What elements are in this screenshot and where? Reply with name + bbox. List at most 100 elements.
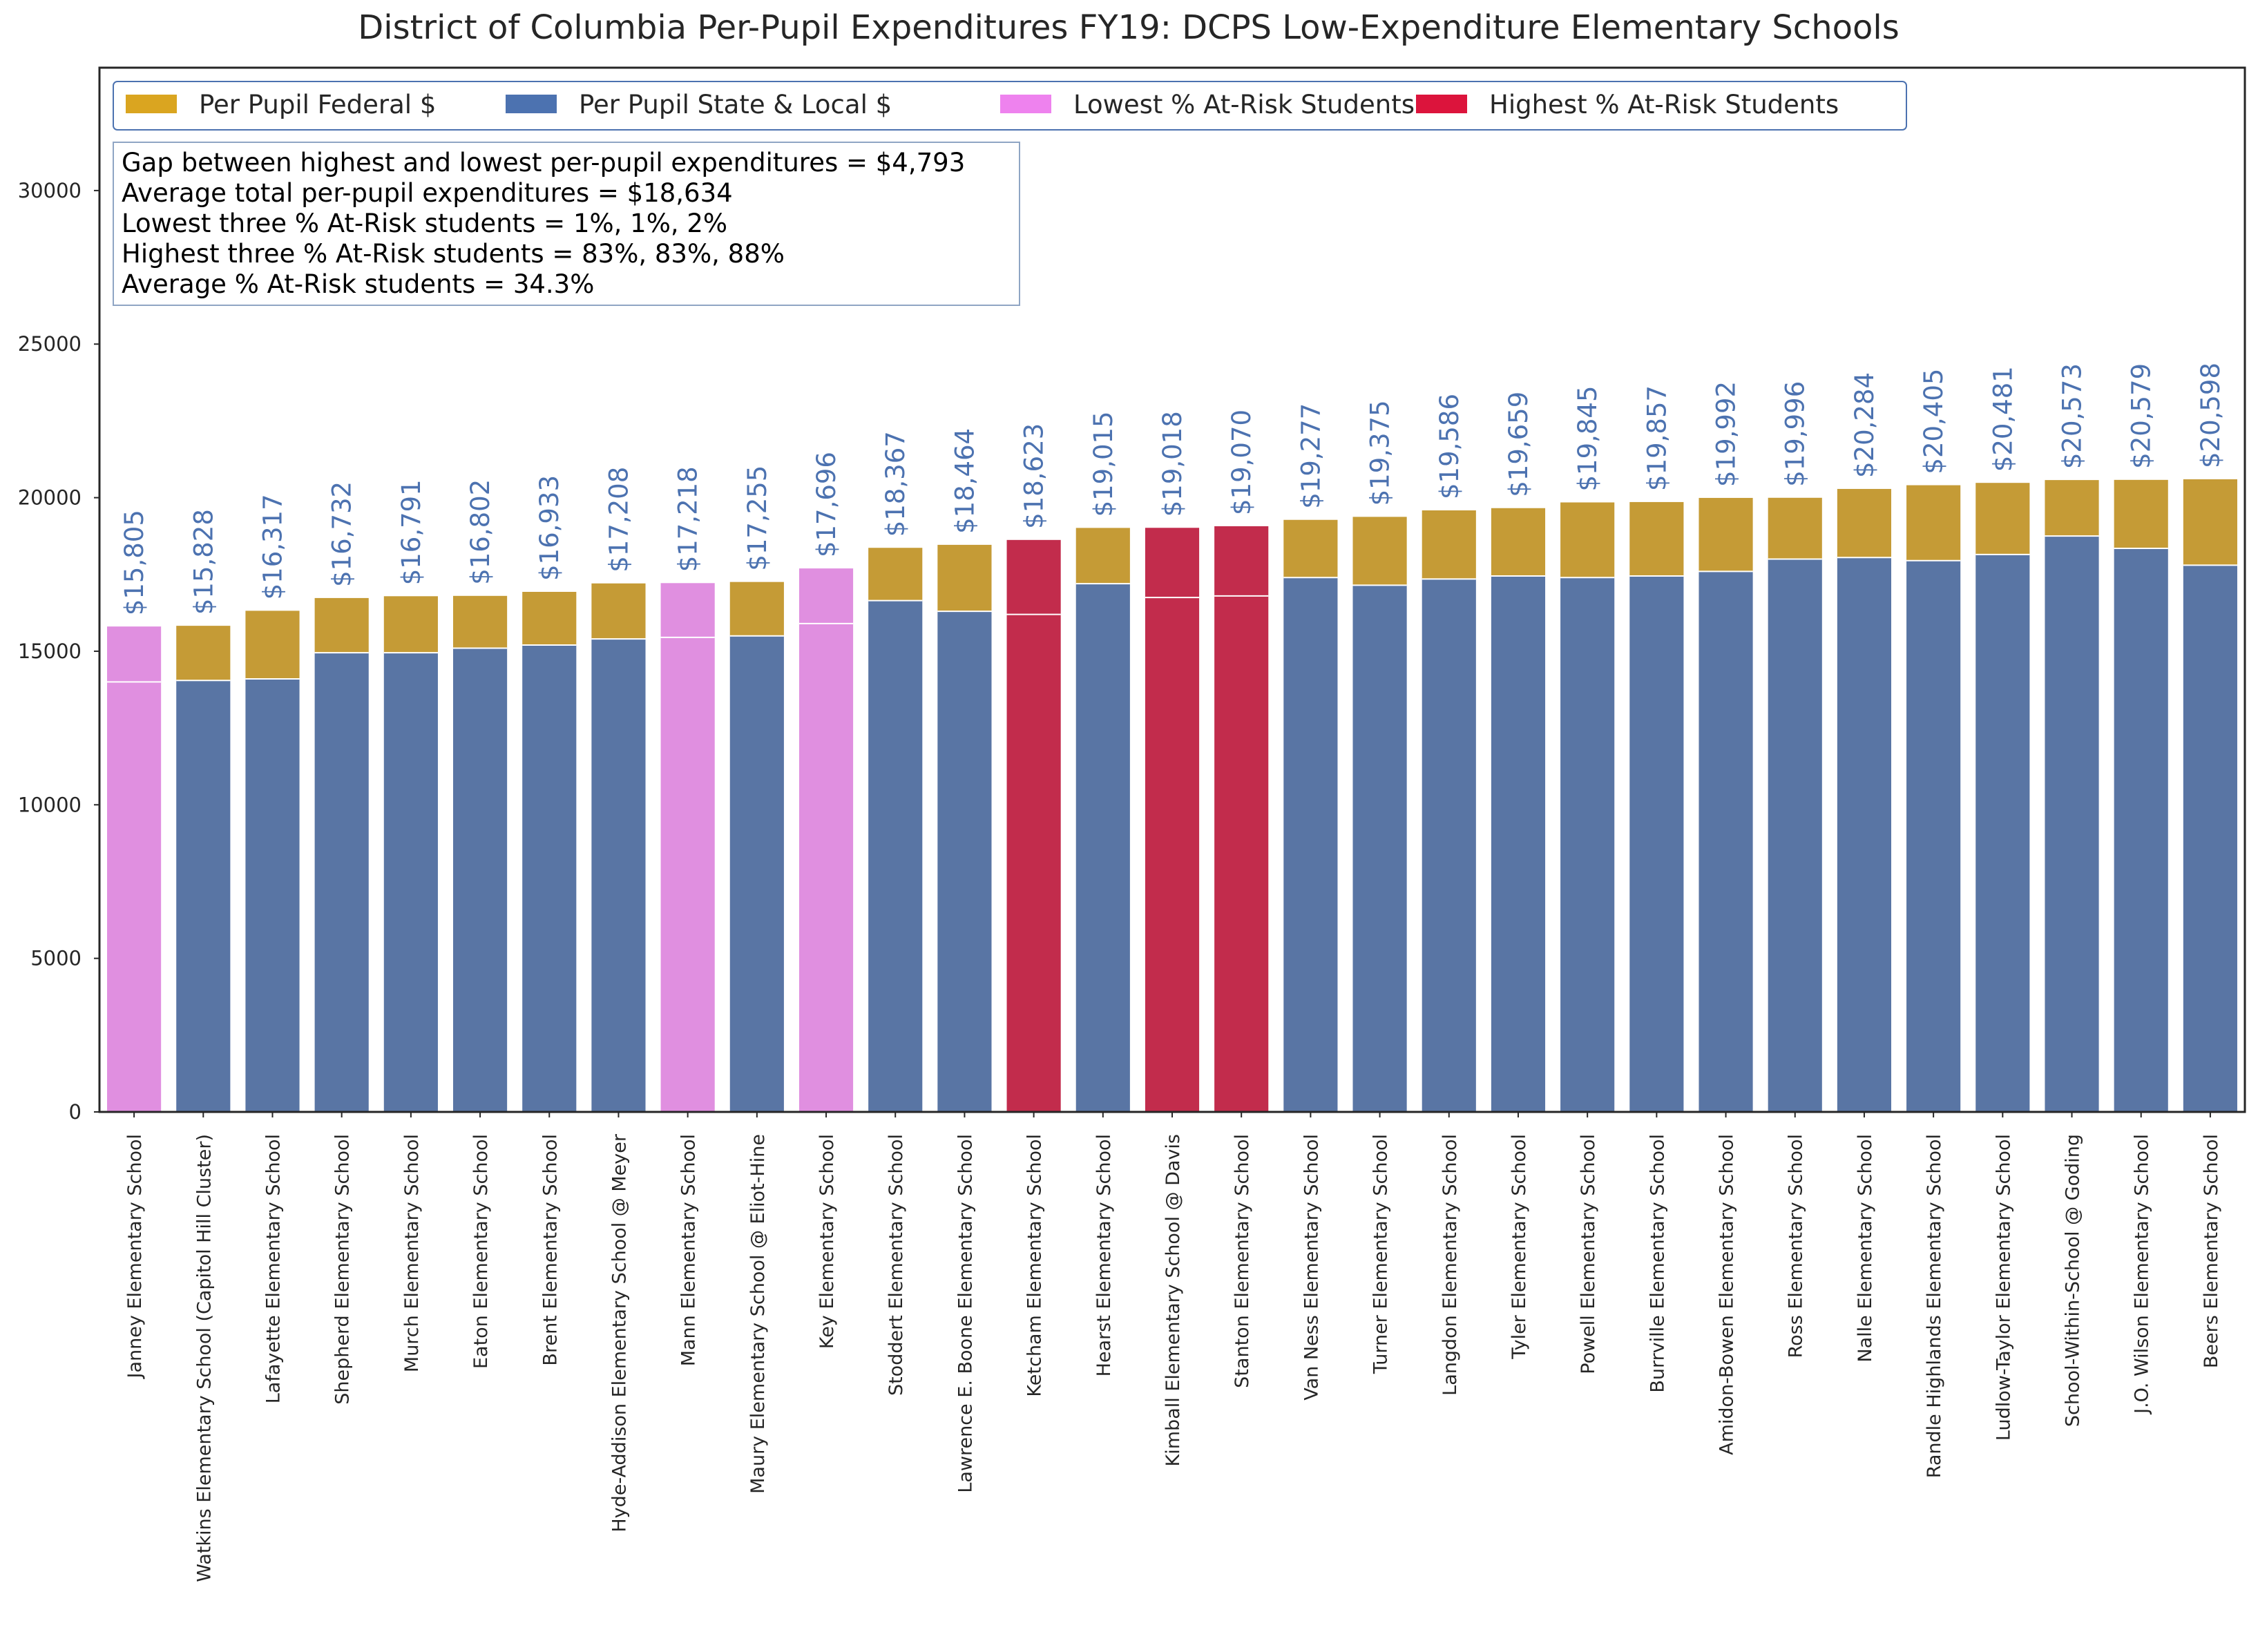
- y-tick-label: 0: [69, 1100, 82, 1124]
- bar-federal: [1629, 501, 1684, 576]
- bar-value-label: $17,255: [743, 465, 772, 571]
- bar-state-local: [1214, 595, 1269, 1112]
- x-tick-label: Janney Elementary School: [124, 1134, 146, 1380]
- bar-state-local: [1075, 584, 1130, 1112]
- legend-swatch: [126, 95, 177, 113]
- bar-value-label: $17,696: [812, 452, 841, 557]
- y-tick-label: 10000: [18, 793, 82, 816]
- stats-line: Lowest three % At-Risk students = 1%, 1%…: [122, 209, 727, 238]
- bar-state-local: [452, 648, 508, 1112]
- x-tick-label: Brent Elementary School: [539, 1134, 561, 1366]
- bar-state-local: [1699, 571, 1753, 1112]
- stats-frame: [113, 142, 1020, 306]
- bar-state-local: [245, 678, 300, 1112]
- chart-title: District of Columbia Per-Pupil Expenditu…: [358, 8, 1899, 47]
- bar-state-local: [107, 682, 162, 1112]
- bar-federal: [176, 626, 231, 681]
- x-tick-label: Shepherd Elementary School: [332, 1134, 354, 1405]
- bar-federal: [1975, 483, 2030, 555]
- bar-value-label: $19,659: [1504, 392, 1533, 497]
- legend-swatch: [506, 95, 557, 113]
- bar-value-label: $19,277: [1296, 403, 1326, 509]
- x-tick-label: Stoddert Elementary School: [886, 1134, 907, 1396]
- bar-state-local: [868, 600, 923, 1112]
- bar-state-local: [1283, 577, 1338, 1112]
- x-tick-label: Kimball Elementary School @ Davis: [1163, 1134, 1184, 1466]
- bar-state-local: [1629, 575, 1684, 1112]
- x-tick-label: Powell Elementary School: [1578, 1134, 1599, 1374]
- x-tick-label: Hearst Elementary School: [1093, 1134, 1115, 1376]
- bar-value-label: $18,367: [881, 431, 910, 537]
- bar-value-label: $17,208: [604, 467, 633, 573]
- bar-federal: [245, 611, 300, 679]
- x-tick-label: School-Within-School @ Goding: [2063, 1134, 2084, 1427]
- bar-value-label: $20,579: [2127, 363, 2156, 469]
- x-tick-label: Mann Elementary School: [678, 1134, 700, 1366]
- bar-state-local: [2183, 565, 2237, 1112]
- bar-federal: [314, 597, 369, 653]
- bar-value-label: $16,317: [258, 494, 287, 599]
- bar-value-label: $16,791: [396, 479, 426, 585]
- bar-federal: [1214, 526, 1269, 596]
- bar-state-local: [1422, 579, 1476, 1112]
- x-tick-label: Hyde-Addison Elementary School @ Meyer: [609, 1133, 630, 1533]
- bar-value-label: $18,623: [1020, 423, 1049, 529]
- bar-value-label: $19,992: [1712, 381, 1741, 487]
- bar-federal: [1906, 485, 1961, 561]
- bar-value-label: $19,586: [1435, 394, 1464, 499]
- bar-value-label: $20,405: [1919, 369, 1949, 474]
- bar-state-local: [937, 611, 992, 1112]
- bar-state-local: [1975, 554, 2030, 1112]
- bar-federal: [1837, 488, 1892, 558]
- x-tick-label: J.O. Wilson Elementary School: [2132, 1134, 2153, 1415]
- bar-value-label: $15,805: [119, 510, 149, 615]
- x-tick-label: Eaton Elementary School: [470, 1134, 492, 1369]
- bar-value-label: $18,464: [950, 428, 979, 534]
- bar-state-local: [591, 639, 646, 1112]
- bar-state-local: [1837, 557, 1892, 1112]
- bar-state-local: [1768, 559, 1822, 1112]
- bar-federal: [591, 583, 646, 640]
- legend-swatch: [1000, 95, 1051, 113]
- bar-federal: [2045, 480, 2099, 537]
- bar-federal: [660, 583, 715, 637]
- bar-federal: [868, 548, 923, 601]
- x-tick-label: Ketcham Elementary School: [1024, 1134, 1046, 1397]
- data-labels-layer: $15,805 $15,828 $16,317 $16,732 $16,791 $16,8…: [119, 363, 2226, 615]
- legend-label: Per Pupil Federal $: [199, 90, 436, 119]
- bar-state-local: [314, 653, 369, 1112]
- bar-state-local: [2114, 548, 2168, 1112]
- bar-federal: [1491, 508, 1546, 576]
- bar-federal: [1560, 502, 1615, 578]
- bar-federal: [1283, 519, 1338, 578]
- bar-federal: [1422, 510, 1476, 579]
- x-tick-label: Nalle Elementary School: [1855, 1134, 1876, 1363]
- x-tick-label: Key Elementary School: [816, 1134, 838, 1349]
- bar-state-local: [522, 645, 577, 1112]
- plot-frame: [98, 66, 2246, 1113]
- bar-federal: [1352, 517, 1407, 586]
- y-tick-label: 15000: [18, 640, 82, 663]
- legend-label: Lowest % At-Risk Students: [1073, 90, 1415, 119]
- legend-label: Per Pupil State & Local $: [579, 90, 892, 119]
- bars-layer: [107, 479, 2237, 1112]
- legend-swatch: [1416, 95, 1467, 113]
- bar-value-label: $15,828: [189, 509, 218, 615]
- bar-value-label: $17,218: [673, 466, 703, 572]
- x-tick-label: Van Ness Elementary School: [1301, 1134, 1322, 1401]
- x-tick-label: Lafayette Elementary School: [262, 1134, 284, 1403]
- bar-federal: [383, 596, 438, 653]
- bar-federal: [729, 582, 784, 636]
- bar-state-local: [1906, 560, 1961, 1112]
- bar-federal: [1145, 528, 1200, 598]
- bar-value-label: $19,845: [1573, 385, 1602, 491]
- y-tick-label: 30000: [18, 179, 82, 202]
- bar-state-local: [729, 635, 784, 1112]
- legend-label: Highest % At-Risk Students: [1489, 90, 1839, 119]
- x-tick-label: Amidon-Bowen Elementary School: [1716, 1134, 1738, 1455]
- legend: Per Pupil Federal $ Per Pupil State & Loc…: [113, 81, 1907, 131]
- bar-state-local: [1560, 577, 1615, 1112]
- bar-federal: [1768, 497, 1822, 559]
- stats-line: Average total per-pupil expenditures = $…: [122, 178, 733, 208]
- bar-value-label: $19,070: [1227, 410, 1256, 515]
